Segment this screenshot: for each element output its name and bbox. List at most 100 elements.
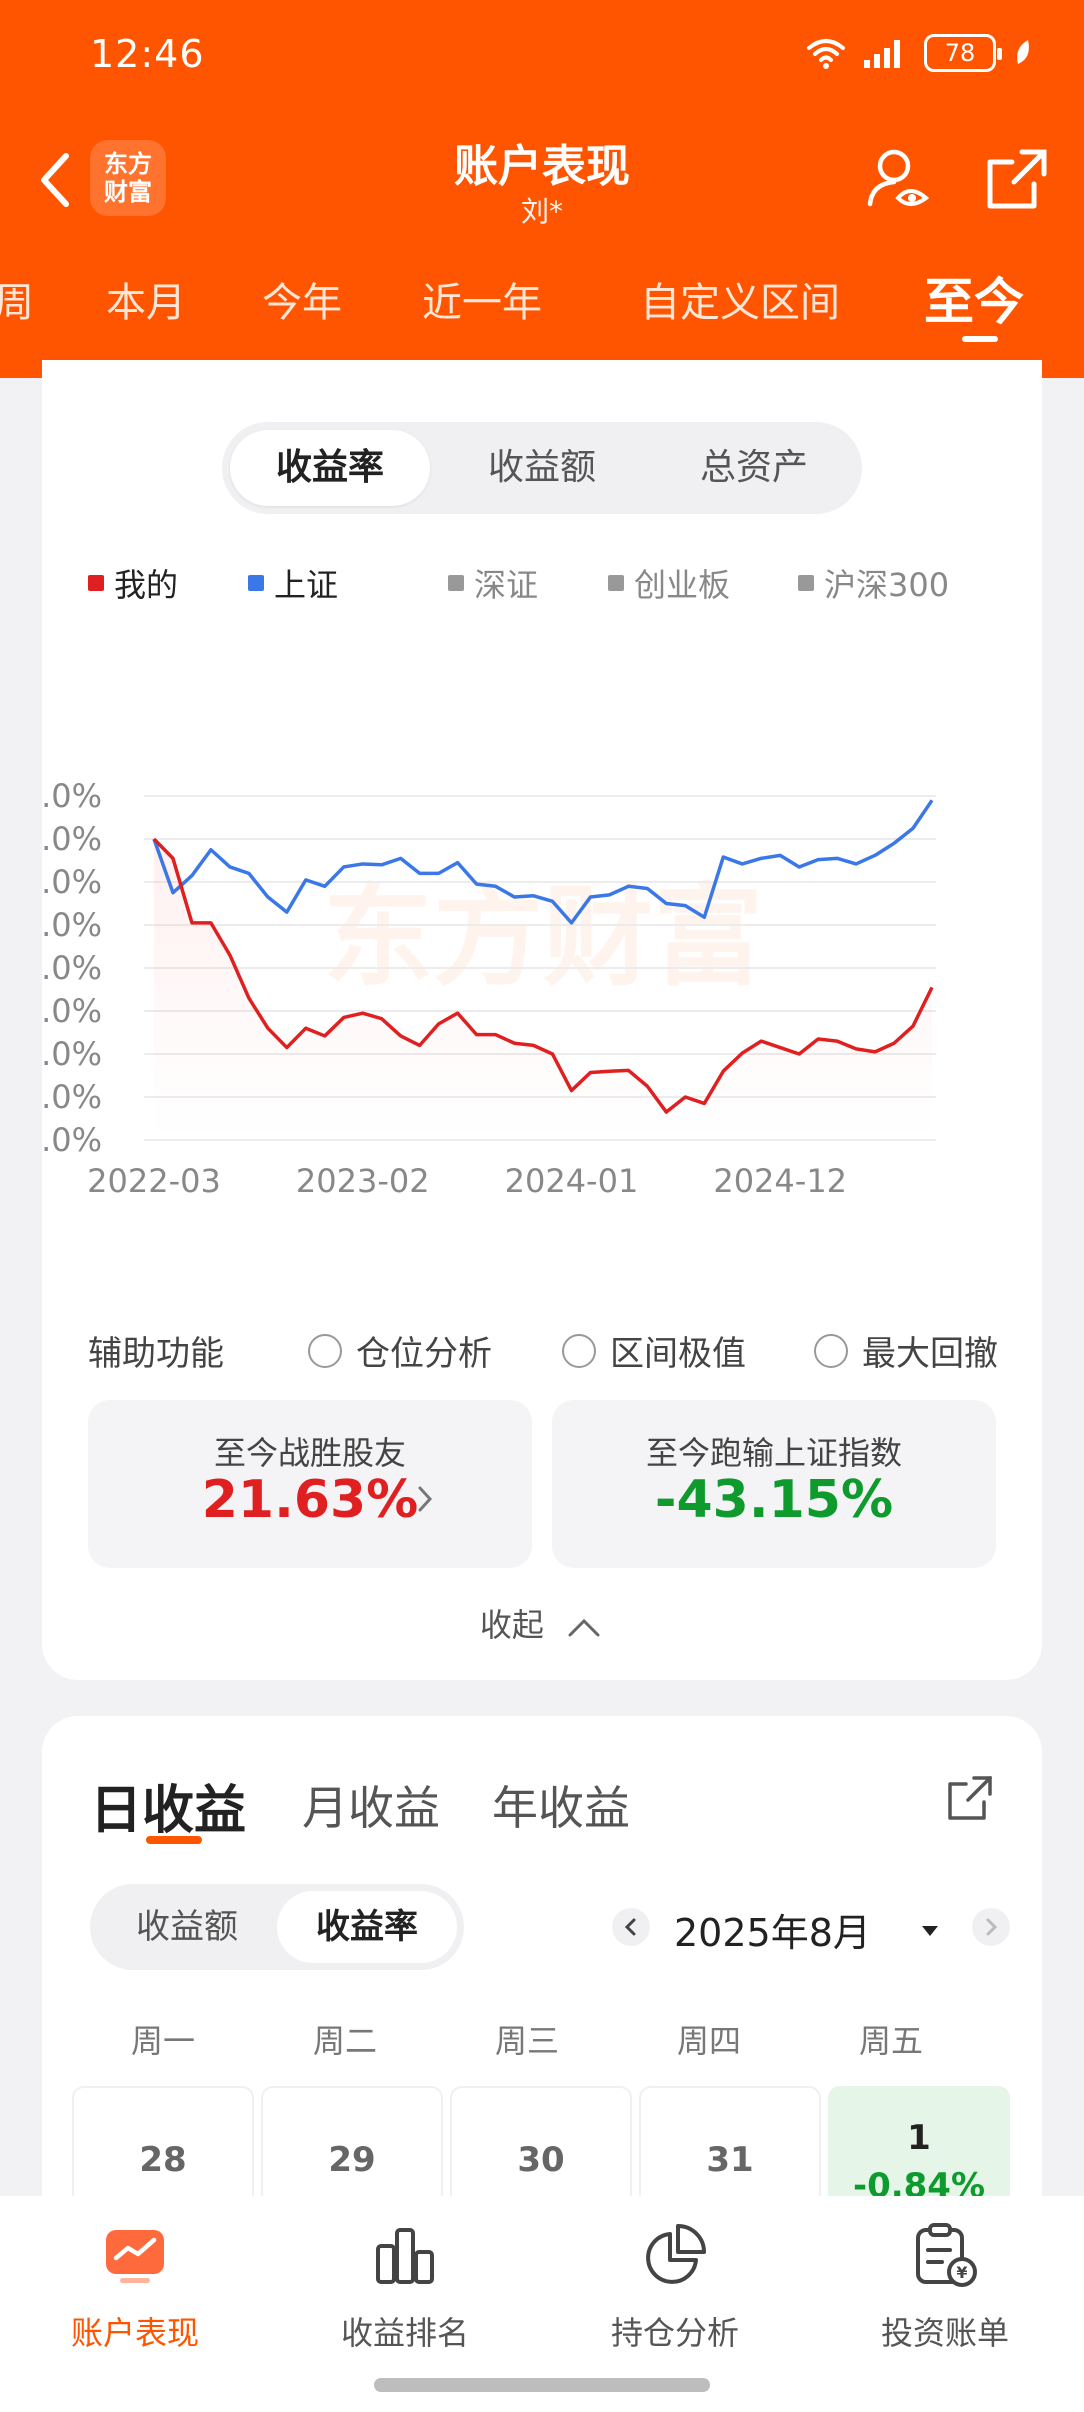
earnings-metric-segment: 收益额 收益率 <box>90 1884 464 1970</box>
aux-option-position[interactable]: 仓位分析 <box>308 1326 492 1375</box>
nav-bar: 东方 财富 账户表现 刘* <box>0 130 1084 230</box>
legend-swatch <box>608 575 624 591</box>
nav-investment-bill[interactable]: ¥ 投资账单 <box>810 2220 1080 2354</box>
aux-option-label: 区间极值 <box>610 1334 746 1374</box>
y-tick-label: -30.0% <box>42 949 102 987</box>
weekday-mon: 周一 <box>130 2022 195 2060</box>
status-icons: 78 <box>806 34 1034 72</box>
tab-week[interactable]: 周 <box>0 280 34 326</box>
day-number: 29 <box>328 2140 376 2180</box>
y-tick-label: -40.0% <box>42 992 102 1030</box>
stat-title: 至今战胜股友 <box>213 1434 406 1472</box>
legend-chinext[interactable]: 创业板 <box>608 560 730 606</box>
caret-down-icon[interactable] <box>920 1924 940 1938</box>
stat-beat-peers[interactable]: 至今战胜股友 21.63% <box>88 1400 532 1568</box>
tab-this-month[interactable]: 本月 <box>106 280 186 326</box>
x-tick-label: 2022-03 <box>87 1162 221 1200</box>
weekday-header: 周一 周二 周三 周四 周五 <box>42 2016 1042 2066</box>
y-tick-label: -70.0% <box>42 1121 102 1159</box>
nav-label: 投资账单 <box>880 2314 1009 2352</box>
battery-icon: 78 <box>924 34 1002 72</box>
radio-icon[interactable] <box>814 1333 848 1368</box>
series-mine-line <box>152 837 934 1114</box>
back-icon[interactable] <box>36 148 76 212</box>
day-number: 31 <box>706 2140 754 2180</box>
legend-shanghai[interactable]: 上证 <box>248 560 338 606</box>
metric-return-rate[interactable]: 收益率 <box>230 430 430 506</box>
export-icon[interactable] <box>944 1772 996 1824</box>
nav-earnings-rank[interactable]: 收益排名 <box>270 2220 540 2354</box>
stat-value: -43.15% <box>654 1470 894 1530</box>
brand-logo: 东方 财富 <box>90 140 166 216</box>
weekday-wed: 周三 <box>494 2022 559 2060</box>
pie-chart-icon <box>646 2224 706 2284</box>
tab-monthly-earnings[interactable]: 月收益 <box>302 1781 440 1835</box>
return-chart: 东方财富 10.0% 0.0% -10.0% -20.0% -30.0% -40.0% -50… <box>42 777 936 1200</box>
metric-total-assets[interactable]: 总资产 <box>699 447 808 488</box>
home-indicator[interactable] <box>374 2378 710 2392</box>
aux-option-extremes[interactable]: 区间极值 <box>562 1326 746 1375</box>
legend-label: 我的 <box>114 566 179 604</box>
weekday-thu: 周四 <box>676 2022 741 2060</box>
y-tick-label: 0.0% <box>42 820 102 858</box>
day-number: 28 <box>139 2140 187 2180</box>
chevron-right-icon <box>986 1918 998 1936</box>
radio-icon[interactable] <box>562 1333 596 1368</box>
collapse-button[interactable]: 收起 <box>42 1600 1042 1646</box>
tab-to-date[interactable]: 至今 <box>924 273 1024 331</box>
legend-swatch <box>448 575 464 591</box>
collapse-label: 收起 <box>479 1606 544 1644</box>
tab-custom-range[interactable]: 自定义区间 <box>640 280 840 326</box>
bar-chart-icon <box>376 2228 434 2284</box>
y-tick-label: -60.0% <box>42 1078 102 1116</box>
signal-icon <box>864 40 900 68</box>
y-tick-label: 10.0% <box>42 777 102 815</box>
legend-swatch <box>248 575 264 591</box>
legend-mine[interactable]: 我的 <box>88 560 178 606</box>
y-tick-label: -10.0% <box>42 863 102 901</box>
header-bar: 12:46 78 东 <box>0 0 1084 378</box>
nav-holdings-analysis[interactable]: 持仓分析 <box>540 2220 810 2354</box>
nav-label: 持仓分析 <box>610 2314 739 2352</box>
day-number: 30 <box>517 2140 565 2180</box>
aux-functions: 辅助功能 仓位分析 区间极值 最大回撤 <box>88 1320 1048 1380</box>
status-bar: 12:46 78 <box>0 0 1084 110</box>
weekday-tue: 周二 <box>312 2022 377 2060</box>
weekday-fri: 周五 <box>858 2022 923 2060</box>
x-tick-label: 2023-02 <box>296 1162 430 1200</box>
tab-daily-earnings[interactable]: 日收益 <box>90 1781 247 1841</box>
radio-icon[interactable] <box>308 1333 342 1368</box>
leaf-icon <box>1017 40 1029 64</box>
stat-value: 21.63% <box>201 1470 419 1530</box>
legend-shenzhen[interactable]: 深证 <box>448 560 538 606</box>
account-name: 刘* <box>520 195 563 228</box>
earnings-amount-toggle[interactable]: 收益额 <box>136 1907 238 1947</box>
share-icon[interactable] <box>982 144 1052 214</box>
series-mine-area <box>154 839 932 1140</box>
tab-this-year[interactable]: 今年 <box>262 280 342 326</box>
prev-month-button[interactable] <box>612 1908 650 1946</box>
aux-option-drawdown[interactable]: 最大回撤 <box>814 1326 998 1375</box>
legend-csi300[interactable]: 沪深300 <box>798 560 949 606</box>
legend-swatch <box>798 575 814 591</box>
y-tick-label: -20.0% <box>42 906 102 944</box>
legend-swatch <box>88 575 104 591</box>
aux-option-label: 最大回撤 <box>862 1334 998 1374</box>
tab-last-year[interactable]: 近一年 <box>422 280 542 326</box>
series-shanghai-line <box>152 799 934 925</box>
svg-text:¥: ¥ <box>956 2263 967 2282</box>
earnings-tab-indicator <box>146 1836 202 1844</box>
period-tabs: 周 本月 今年 近一年 自定义区间 至今 <box>0 262 1084 342</box>
earnings-rate-toggle[interactable]: 收益率 <box>277 1891 457 1963</box>
user-view-icon[interactable] <box>864 144 934 214</box>
stat-title: 至今跑输上证指数 <box>645 1434 902 1472</box>
next-month-button[interactable] <box>972 1908 1010 1946</box>
legend-label: 深证 <box>474 566 539 604</box>
x-tick-label: 2024-01 <box>505 1162 639 1200</box>
tab-yearly-earnings[interactable]: 年收益 <box>492 1781 630 1835</box>
nav-account-performance[interactable]: 账户表现 <box>0 2220 270 2354</box>
metric-return-amount[interactable]: 收益额 <box>487 447 596 488</box>
current-month[interactable]: 2025年8月 <box>674 1911 871 1955</box>
page-title: 账户表现 <box>454 141 630 192</box>
battery-level: 78 <box>944 39 976 67</box>
